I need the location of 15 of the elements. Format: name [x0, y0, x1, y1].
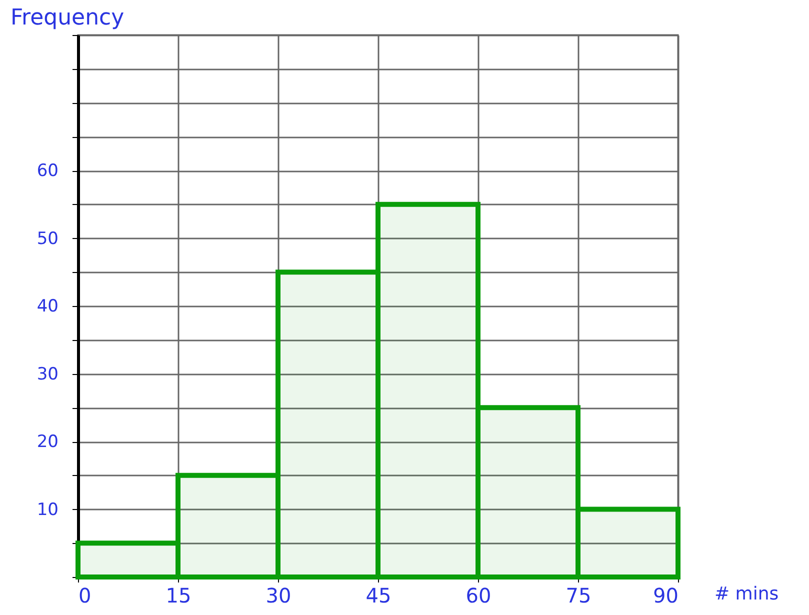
y-tick-label: 60 — [36, 161, 58, 181]
y-tick-label: 20 — [36, 432, 58, 452]
y-tick-label: 30 — [36, 364, 58, 384]
x-tick-label: 60 — [466, 584, 492, 608]
y-tick-label: 40 — [36, 296, 58, 316]
y-tick-label: 10 — [36, 500, 58, 520]
x-tick-label: 15 — [166, 584, 192, 608]
x-tick-label: 75 — [566, 584, 592, 608]
x-tick-label: 45 — [366, 584, 392, 608]
y-tick-label: 50 — [36, 228, 58, 249]
x-tick-label: 30 — [266, 584, 292, 608]
x-tick-label: 90 — [653, 584, 678, 608]
x-axis-title: # mins — [714, 584, 779, 604]
x-tick-label: 0 — [78, 584, 92, 608]
y-axis-title: Frequency — [10, 6, 124, 30]
